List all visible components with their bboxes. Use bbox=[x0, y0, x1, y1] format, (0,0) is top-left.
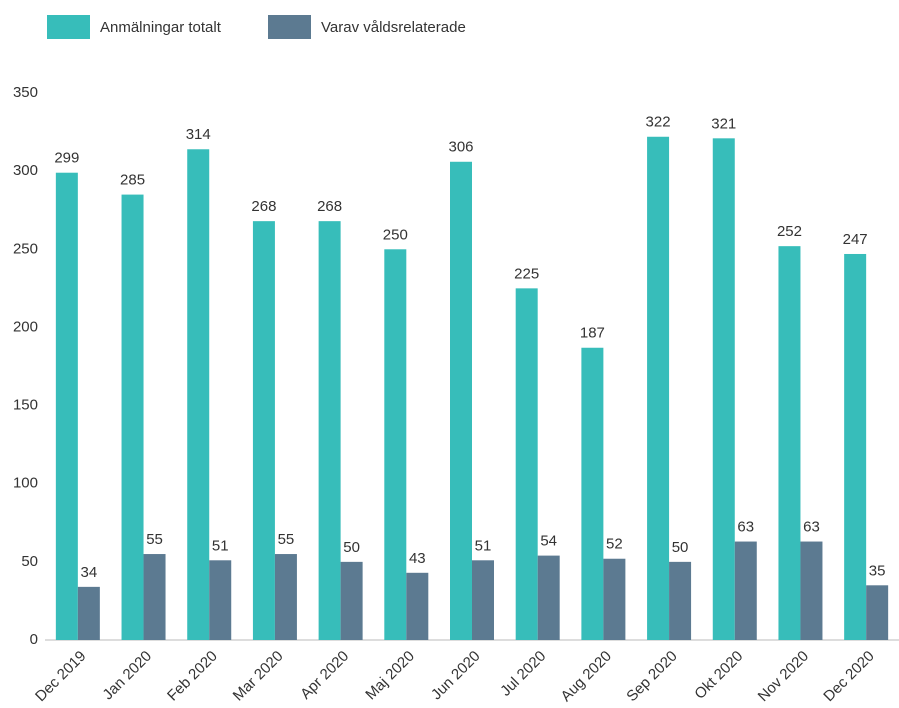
value-label: 268 bbox=[317, 198, 342, 215]
bar bbox=[143, 554, 166, 640]
value-label: 306 bbox=[448, 139, 473, 156]
value-label: 225 bbox=[514, 265, 539, 282]
x-tick-label: Nov 2020 bbox=[755, 648, 812, 705]
value-label: 285 bbox=[120, 172, 145, 189]
x-tick-label: Maj 2020 bbox=[362, 648, 418, 704]
bar bbox=[537, 555, 560, 640]
bar bbox=[384, 249, 407, 641]
y-tick-label: 300 bbox=[13, 162, 38, 179]
x-tick-label: Apr 2020 bbox=[297, 648, 352, 703]
value-label: 250 bbox=[383, 226, 408, 243]
legend-swatch bbox=[47, 15, 90, 39]
value-label: 252 bbox=[777, 223, 802, 240]
value-label: 321 bbox=[711, 115, 736, 132]
x-tick-label: Dec 2020 bbox=[820, 648, 877, 705]
bar bbox=[734, 541, 757, 640]
x-tick-label: Sep 2020 bbox=[623, 648, 680, 705]
bar bbox=[274, 554, 297, 640]
x-tick-label: Jan 2020 bbox=[99, 648, 155, 704]
legend-label: Anmälningar totalt bbox=[100, 19, 222, 36]
bar bbox=[515, 288, 538, 640]
bar bbox=[778, 246, 801, 640]
bar bbox=[581, 347, 604, 640]
value-label: 35 bbox=[869, 562, 886, 579]
value-label: 322 bbox=[646, 114, 671, 131]
bar bbox=[318, 221, 341, 640]
bar bbox=[603, 558, 626, 640]
bar bbox=[209, 560, 232, 640]
bar bbox=[800, 541, 823, 640]
value-label: 34 bbox=[81, 564, 98, 581]
bar bbox=[55, 172, 78, 640]
bar bbox=[472, 560, 494, 640]
value-label: 51 bbox=[475, 537, 492, 554]
bar bbox=[121, 194, 144, 641]
value-label: 55 bbox=[278, 531, 295, 548]
value-label: 50 bbox=[672, 539, 689, 556]
x-tick-label: Okt 2020 bbox=[691, 648, 746, 703]
y-tick-label: 200 bbox=[13, 318, 38, 335]
x-tick-label: Dec 2019 bbox=[32, 648, 89, 705]
value-label: 299 bbox=[54, 150, 79, 167]
bar bbox=[340, 561, 363, 640]
legend-label: Varav våldsrelaterade bbox=[321, 19, 466, 36]
y-tick-label: 350 bbox=[13, 84, 38, 101]
x-tick-label: Aug 2020 bbox=[558, 648, 615, 705]
x-tick-label: Jun 2020 bbox=[428, 648, 484, 704]
value-label: 43 bbox=[409, 550, 426, 567]
bar bbox=[866, 585, 889, 640]
bar bbox=[406, 572, 429, 640]
value-label: 63 bbox=[737, 519, 754, 536]
value-label: 52 bbox=[606, 536, 623, 553]
value-label: 50 bbox=[343, 539, 360, 556]
legend-swatch bbox=[268, 15, 311, 39]
x-tick-label: Feb 2020 bbox=[164, 648, 221, 705]
bar bbox=[252, 221, 275, 640]
bar bbox=[712, 138, 735, 640]
y-tick-label: 50 bbox=[21, 553, 38, 570]
y-tick-label: 0 bbox=[30, 631, 38, 648]
value-label: 51 bbox=[212, 537, 229, 554]
value-label: 268 bbox=[251, 198, 276, 215]
x-tick-label: Mar 2020 bbox=[230, 648, 287, 705]
value-label: 314 bbox=[186, 126, 211, 143]
y-tick-label: 150 bbox=[13, 397, 38, 414]
bar bbox=[647, 136, 670, 640]
x-tick-label: Jul 2020 bbox=[497, 648, 549, 700]
value-label: 54 bbox=[540, 533, 557, 550]
bar bbox=[187, 149, 210, 640]
bar bbox=[669, 561, 692, 640]
bar bbox=[844, 253, 867, 640]
y-tick-label: 100 bbox=[13, 475, 38, 492]
bar bbox=[450, 161, 472, 640]
y-tick-label: 250 bbox=[13, 240, 38, 257]
value-label: 187 bbox=[580, 325, 605, 342]
bar bbox=[77, 586, 100, 640]
value-label: 55 bbox=[146, 531, 163, 548]
value-label: 247 bbox=[843, 231, 868, 248]
value-label: 63 bbox=[803, 519, 820, 536]
